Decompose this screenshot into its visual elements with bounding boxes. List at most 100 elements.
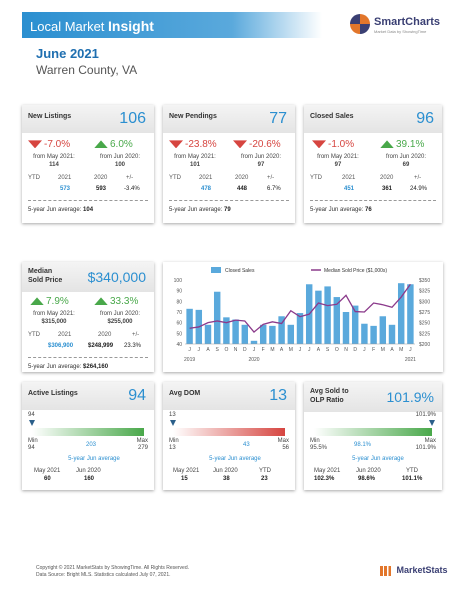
ytd-change-label: +/-: [414, 175, 422, 181]
change-year-detail: from Jun 2020: 69: [376, 153, 436, 169]
gauge-avg: 43: [243, 442, 250, 448]
change-year: 33.3%: [94, 296, 138, 307]
gauge-footer: May 2021 Jun 2020 YTD 15 38 23: [169, 468, 289, 486]
smartcharts-brand: SmartCharts: [374, 16, 441, 28]
gauge: 94 Min 94 203 Max 279 5-year Jun average: [28, 412, 148, 462]
smartcharts-logo: SmartCharts Market Data by ShowingTime: [350, 14, 454, 38]
x-tick-label: J: [363, 347, 366, 353]
arrow-down-icon: [233, 140, 247, 149]
avg-caption: 5-year Jun average: [68, 456, 120, 462]
ytd-label: YTD: [28, 332, 40, 338]
from-value: $315,000: [41, 319, 67, 325]
max-value: 279: [137, 445, 148, 451]
gauge-marker-icon: [170, 420, 176, 426]
y2-tick-label: $275: [419, 310, 430, 316]
y2-tick-label: $300: [419, 299, 430, 305]
card-title: Closed Sales: [310, 113, 354, 120]
header-title-prefix: Local Market: [30, 19, 105, 34]
ytd-row: YTD 2021 2020 +/- 478 448 6.7%: [169, 175, 289, 201]
x-tick-label: M: [270, 347, 274, 353]
ytd-change-label: +/-: [126, 175, 134, 181]
arrow-up-icon: [94, 140, 108, 149]
x-tick-label: J: [299, 347, 302, 353]
gauge-current-label: 101.9%: [415, 412, 436, 418]
from-label: from Jun 2020:: [99, 311, 141, 317]
change-month-detail: from May 2021: 114: [24, 153, 84, 169]
change-year-detail: from Jun 2020: 97: [231, 153, 291, 169]
from-value: 100: [114, 162, 125, 168]
header-bar: [22, 12, 322, 38]
year-label: 2019: [184, 357, 195, 363]
ytd-year1: 2021: [58, 175, 72, 181]
gauge-bar: [32, 428, 144, 436]
card-title: Active Listings: [28, 390, 78, 397]
x-tick-label: J: [188, 347, 191, 353]
from-label: from May 2021:: [33, 311, 75, 317]
from-label: from May 2021:: [174, 154, 216, 160]
x-tick-label: O: [224, 347, 228, 353]
legend-label-bars: Closed Sales: [225, 268, 255, 274]
footer-label3: YTD: [259, 468, 271, 474]
min-label: Min: [28, 438, 38, 444]
x-tick-label: O: [335, 347, 339, 353]
x-tick-label: D: [243, 347, 247, 353]
arrow-down-icon: [28, 140, 42, 149]
max-label: Max: [277, 438, 289, 444]
report-area: Warren County, VA: [36, 63, 138, 77]
x-tick-label: M: [381, 347, 385, 353]
ytd-label: YTD: [169, 175, 181, 181]
card-value: 106: [119, 110, 146, 127]
avg-caption: 5-year Jun average: [209, 456, 261, 462]
gauge: 101.9% Min 95.5% 98.1% Max 101.9% 5-year J…: [310, 412, 436, 462]
card-head: [163, 382, 295, 410]
gauge-footer: May 2021 Jun 2020 60 160: [28, 468, 148, 486]
gauge-marker-icon: [429, 420, 435, 426]
ytd-value1: 478: [201, 186, 212, 192]
change-month-value: -1.0%: [328, 139, 355, 150]
min-label: Min: [310, 438, 320, 444]
min-label: Min: [169, 438, 179, 444]
from-label: from Jun 2020:: [99, 154, 141, 160]
chart-bar: [296, 313, 304, 344]
ytd-change: 6.7%: [267, 186, 281, 192]
card-title-line2: OLP Ratio: [310, 397, 344, 404]
min-value: 95.5%: [310, 445, 328, 451]
from-value: 114: [49, 162, 59, 168]
marketstats-bars-icon: [380, 565, 394, 576]
chart-bar: [397, 283, 405, 344]
chart-svg: Closed Sales Median Sold Price ($1,000s) 4…: [174, 267, 430, 363]
marketstats-brand: MarketStats: [396, 565, 448, 575]
footer-label1: May 2021: [173, 468, 200, 474]
smartcharts-logo-icon: [350, 14, 370, 34]
card-head: [304, 382, 442, 412]
x-tick-label: J: [198, 347, 201, 353]
ytd-value2: $248,999: [88, 343, 114, 349]
footer-label3: YTD: [406, 468, 418, 474]
sales-price-chart: Closed Sales Median Sold Price ($1,000s) 4…: [163, 262, 443, 372]
from-label: from May 2021:: [317, 154, 359, 160]
footer-value2: 98.6%: [358, 476, 376, 482]
chart-bar: [370, 325, 377, 344]
y2-tick-label: $350: [419, 278, 430, 284]
x-tick-label: D: [353, 347, 357, 353]
x-tick-label: A: [280, 347, 284, 353]
y2-tick-label: $200: [419, 342, 430, 348]
card-closed-sales: Closed Sales 96 -1.0% 39.1% from May 202…: [304, 105, 442, 223]
from-label: from Jun 2020:: [240, 154, 282, 160]
card-title-line1: Avg Sold to: [310, 388, 349, 395]
arrow-down-icon: [169, 140, 183, 149]
gauge-bar: [173, 428, 285, 436]
gauge-marker-icon: [29, 420, 35, 426]
ytd-year2: 2020: [380, 175, 394, 181]
report-header: Local Market Insight SmartCharts Market …: [0, 12, 464, 38]
card-median-sold-price: Median Sold Price $340,000 7.9% 33.3% fro…: [22, 262, 154, 372]
chart-bar: [315, 290, 322, 344]
x-tick-label: A: [206, 347, 210, 353]
x-tick-label: J: [409, 347, 412, 353]
ytd-row: YTD 2021 2020 +/- 573 593 -3.4%: [28, 175, 148, 201]
year-label: 2020: [248, 357, 259, 363]
gauge-current-label: 13: [169, 412, 176, 418]
gauge-min: Min 13: [169, 438, 179, 452]
ytd-label: YTD: [310, 175, 322, 181]
avg-label: 5-year Jun average:: [28, 207, 82, 213]
